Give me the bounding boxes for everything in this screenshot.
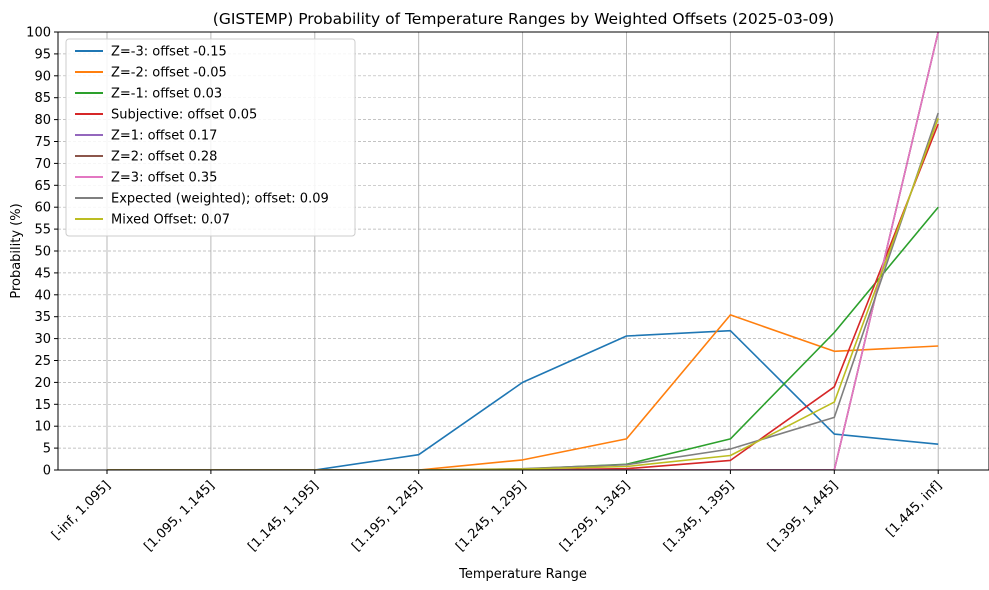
legend: Z=-3: offset -0.15 Z=-2: offset -0.05 Z=-1… [65, 38, 356, 237]
y-tick-label: 10 [34, 420, 51, 435]
y-tick-label: 40 [34, 288, 51, 303]
y-tick-label: 85 [34, 91, 51, 106]
y-tick-label: 75 [34, 135, 51, 150]
series-line-8 [107, 118, 939, 470]
legend-label: Mixed Offset: 0.07 [111, 213, 230, 228]
y-tick-label: 100 [26, 26, 51, 41]
y-tick-label: 70 [34, 157, 51, 172]
y-tick-label: 0 [43, 464, 51, 479]
y-tick-label: 15 [34, 398, 51, 413]
y-tick-label: 60 [34, 201, 51, 216]
legend-label: Z=-3: offset -0.15 [111, 45, 227, 60]
legend-label: Subjective: offset 0.05 [111, 108, 257, 123]
y-tick-label: 80 [34, 113, 51, 128]
y-tick-label: 35 [34, 310, 51, 325]
y-axis-label: Probability (%) [9, 203, 24, 298]
x-axis-label: Temperature Range [458, 567, 587, 582]
legend-label: Z=2: offset 0.28 [111, 150, 217, 165]
y-tick-label: 5 [43, 442, 51, 457]
series-layer [107, 31, 939, 470]
legend-box [65, 38, 356, 237]
legend-label: Expected (weighted); offset: 0.09 [111, 192, 329, 207]
legend-label: Z=-1: offset 0.03 [111, 87, 222, 102]
legend-label: Z=1: offset 0.17 [111, 129, 217, 144]
grid [58, 32, 989, 470]
y-tick-label: 20 [34, 376, 51, 391]
y-tick-label: 45 [34, 266, 51, 281]
chart-title: (GISTEMP) Probability of Temperature Ran… [213, 10, 834, 28]
y-tick-label: 90 [34, 69, 51, 84]
y-tick-label: 30 [34, 332, 51, 347]
y-tick-label: 25 [34, 354, 51, 369]
series-line-0 [107, 329, 939, 470]
series-line-1 [107, 314, 939, 470]
legend-label: Z=-2: offset -0.05 [111, 66, 227, 81]
y-tick-label: 50 [34, 245, 51, 260]
y-tick-label: 55 [34, 223, 51, 238]
legend-label: Z=3: offset 0.35 [111, 171, 217, 186]
series-line-3 [107, 123, 939, 470]
y-tick-label: 65 [34, 179, 51, 194]
y-axis: 0 5 10 15 20 25 30 35 40 45 50 55 60 65 70 75 80 85 90 95 10… [26, 26, 58, 479]
y-tick-label: 95 [34, 47, 51, 62]
